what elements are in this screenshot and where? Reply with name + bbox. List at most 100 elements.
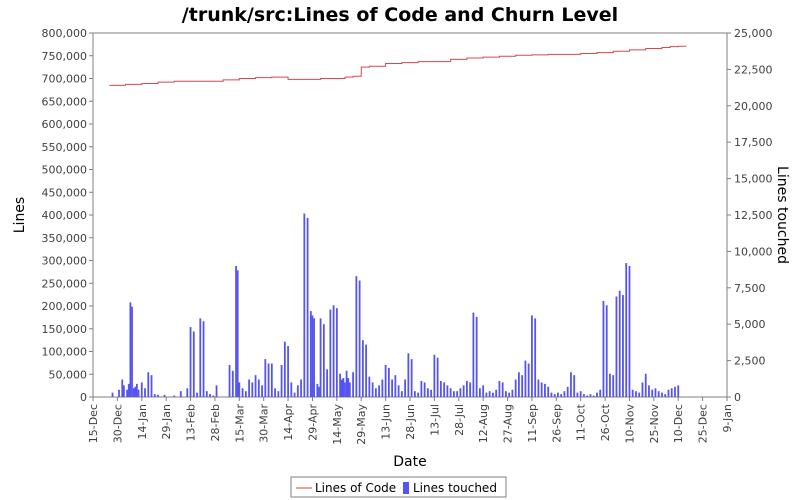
y-axis-left-label: Lines xyxy=(12,197,28,233)
churn-bar xyxy=(443,382,446,397)
churn-bar xyxy=(452,391,455,397)
churn-bar xyxy=(261,385,263,397)
left-axis: 0 50,000 100,000 150,000 200,000 250,000 300,0… xyxy=(42,27,93,404)
churn-bar xyxy=(150,375,153,397)
churn-bar xyxy=(196,392,198,397)
churn-bar xyxy=(361,340,364,397)
churn-bar xyxy=(290,382,293,397)
churn-bar xyxy=(420,380,423,397)
churn-bar xyxy=(505,391,507,397)
churn-bar xyxy=(570,372,572,397)
left-tick-label: 750,000 xyxy=(42,50,88,63)
churn-bar xyxy=(557,392,559,397)
churn-bar xyxy=(371,382,374,397)
churn-bar xyxy=(179,391,182,397)
churn-bar xyxy=(296,385,299,397)
churn-bar xyxy=(631,389,634,397)
churn-bar xyxy=(413,391,416,397)
x-tick-label: 28-Jun xyxy=(404,404,417,440)
churn-bar xyxy=(501,382,504,397)
x-tick-label: 30-Mar xyxy=(258,404,271,443)
left-tick-label: 200,000 xyxy=(42,300,88,313)
churn-bar xyxy=(400,391,403,397)
x-tick-label: 10-Nov xyxy=(623,404,636,444)
left-tick-label: 300,000 xyxy=(42,255,88,268)
churn-bar xyxy=(236,270,239,397)
churn-bar xyxy=(644,373,647,397)
left-tick-label: 400,000 xyxy=(42,209,88,222)
churn-bar xyxy=(670,388,673,397)
x-axis: 15-Dec 30-Dec 14-Jan 29-Jan 13-Feb 28-Feb 15-M… xyxy=(87,397,734,445)
churn-bar xyxy=(449,388,452,397)
churn-bar xyxy=(426,388,429,397)
churn-bar xyxy=(657,391,660,397)
churn-bar xyxy=(433,354,436,397)
churn-bar xyxy=(622,295,624,397)
churn-bar xyxy=(547,386,550,397)
churn-bar xyxy=(397,385,400,397)
churn-bar xyxy=(495,389,498,397)
churn-bar xyxy=(251,382,254,397)
churn-bar xyxy=(482,385,485,397)
x-tick-label: 28-Feb xyxy=(209,404,222,441)
churn-bar xyxy=(612,375,615,397)
left-tick-label: 800,000 xyxy=(42,27,88,40)
x-tick-label: 11-Oct xyxy=(575,403,588,441)
churn-bar xyxy=(365,344,368,397)
churn-bar xyxy=(472,312,475,397)
x-tick-label: 25-Dec xyxy=(697,404,710,443)
churn-bar xyxy=(446,385,449,397)
churn-bar xyxy=(560,394,563,397)
churn-bar xyxy=(576,392,579,397)
churn-bar xyxy=(651,389,654,397)
loc-line xyxy=(109,45,687,86)
churn-bar xyxy=(293,392,296,397)
left-tick-label: 350,000 xyxy=(42,232,88,245)
churn-bar xyxy=(144,388,146,397)
churn-bar xyxy=(126,389,129,397)
right-tick-label: 0 xyxy=(734,391,741,404)
churn-bar xyxy=(163,394,166,397)
left-tick-label: 650,000 xyxy=(42,95,88,108)
churn-bar xyxy=(436,357,439,397)
legend-item-lines-of-code: Lines of Code xyxy=(315,481,396,495)
x-tick-label: 30-Dec xyxy=(111,404,124,443)
x-tick-label: 28-Jul xyxy=(453,404,466,436)
churn-bar xyxy=(283,341,286,397)
churn-bar xyxy=(677,385,680,397)
churn-bar xyxy=(661,392,663,397)
churn-bar xyxy=(352,372,355,397)
churn-bar xyxy=(339,373,341,397)
churn-bar xyxy=(319,318,322,397)
churn-bar xyxy=(173,395,176,397)
churn-bar xyxy=(329,309,332,397)
churn-bar xyxy=(303,213,306,397)
churn-bar xyxy=(384,364,387,397)
x-tick-label: 12-Aug xyxy=(477,404,490,443)
x-tick-label: 26-Oct xyxy=(599,403,612,441)
churn-bar xyxy=(537,379,540,397)
right-tick-label: 12,500 xyxy=(734,209,773,222)
churn-bar xyxy=(345,370,348,397)
churn-bar xyxy=(628,265,631,397)
churn-bar xyxy=(340,379,343,397)
legend-item-lines-touched: Lines touched xyxy=(413,481,497,495)
x-tick-label: 29-May xyxy=(355,404,368,445)
churn-bar xyxy=(134,386,137,397)
churn-bar xyxy=(439,380,442,397)
churn-bar xyxy=(394,375,397,397)
churn-bar xyxy=(318,386,320,397)
churn-bar xyxy=(202,321,205,397)
churn-bar xyxy=(309,311,312,397)
churn-bar xyxy=(579,391,582,397)
churn-bar xyxy=(492,392,494,397)
churn-bar xyxy=(326,369,328,397)
chart-title: /trunk/src:Lines of Code and Churn Level xyxy=(182,4,618,26)
churn-bar xyxy=(274,388,276,397)
churn-bar xyxy=(118,389,120,397)
churn-bar xyxy=(313,318,315,397)
churn-bar xyxy=(407,353,410,397)
x-tick-label: 10-Dec xyxy=(672,404,685,443)
churn-bar xyxy=(311,315,314,397)
x-tick-label: 27-Aug xyxy=(502,404,515,443)
